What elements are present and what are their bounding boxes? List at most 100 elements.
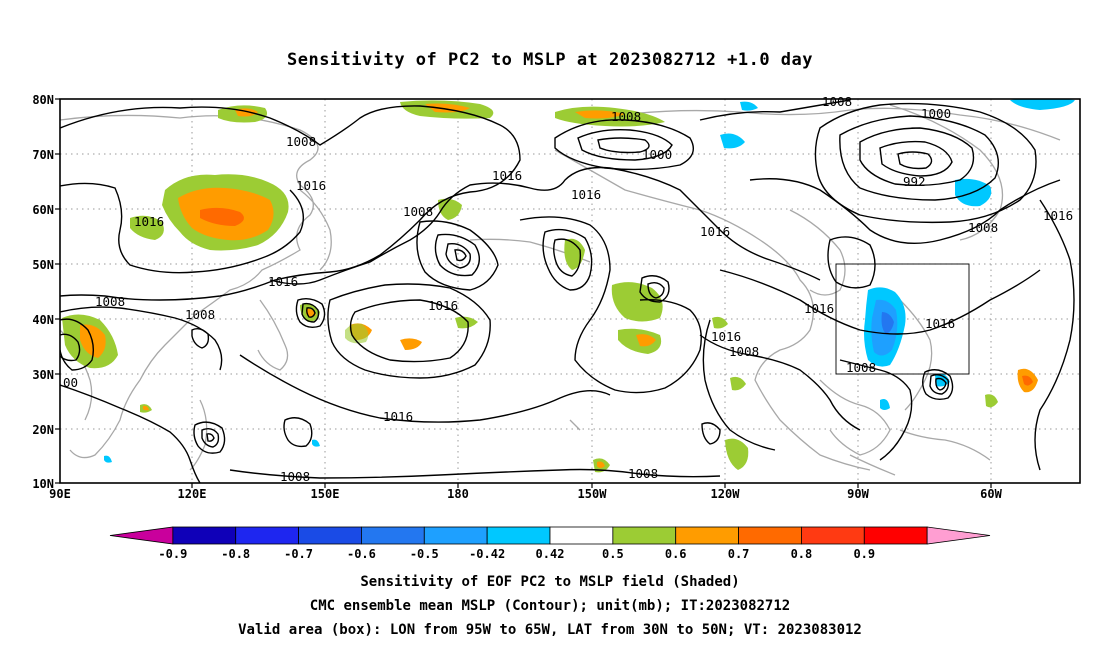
caption-line-2: CMC ensemble mean MSLP (Contour); unit(m… bbox=[309, 598, 791, 614]
contour-1016-pacific-sub bbox=[349, 299, 469, 363]
shade-east-us-blue-deep bbox=[881, 312, 894, 334]
lat-label: 50N bbox=[32, 258, 54, 272]
contour-label: 1016 bbox=[492, 168, 522, 183]
contour-label: 1008 bbox=[822, 94, 852, 109]
contour-low-greenland-5 bbox=[897, 151, 933, 170]
latitude-labels: 80N 70N 60N 50N 40N 30N 20N 10N bbox=[32, 93, 60, 491]
map-frame bbox=[59, 98, 1081, 484]
contour-1008-aleutian bbox=[416, 220, 499, 291]
contour-1008-north bbox=[60, 105, 521, 301]
contour-1000-arctic bbox=[554, 119, 694, 171]
shade-atlantic-deep bbox=[1022, 375, 1033, 386]
contour-label: 1008 bbox=[729, 344, 759, 359]
caption-line-1: Sensitivity of EOF PC2 to MSLP field (Sh… bbox=[360, 574, 740, 590]
shade-pac-green-2 bbox=[455, 316, 478, 329]
contour-1016-asia bbox=[60, 182, 304, 274]
contour-label: 1016 bbox=[296, 178, 326, 193]
contour-low-aleutian-2 bbox=[445, 243, 471, 269]
lon-label: 150E bbox=[311, 487, 340, 501]
colorbar-segment bbox=[549, 526, 614, 545]
lon-label: 120W bbox=[711, 487, 741, 501]
contour-label: 1000 bbox=[642, 147, 672, 162]
contour-1016-subtropic bbox=[239, 354, 611, 423]
contour-low-greenland-4 bbox=[879, 140, 953, 177]
contour-label: 1008 bbox=[611, 109, 641, 124]
contour-low-india-box bbox=[191, 327, 210, 349]
colorbar-segment bbox=[863, 526, 928, 545]
shade-wpac-orange bbox=[143, 405, 149, 411]
contour-label: 1008 bbox=[185, 307, 215, 322]
contour-labels: 1008 1016 1016 1008 1008 1016 1008 1000 … bbox=[63, 94, 1073, 484]
contour-1008-south bbox=[229, 468, 721, 479]
lat-label: 30N bbox=[32, 368, 54, 382]
contour-low-caribbean-3 bbox=[935, 377, 947, 391]
colorbar-segment bbox=[298, 526, 362, 545]
contour-low-midpac bbox=[639, 275, 670, 303]
colorbar-segment bbox=[423, 526, 488, 545]
contour-label: 1016 bbox=[134, 214, 164, 229]
contour-label: 1008 bbox=[403, 204, 433, 219]
svg-text:1008: 1008 bbox=[628, 466, 658, 481]
contour-label: 1016 bbox=[268, 274, 298, 289]
lon-label: 60W bbox=[980, 487, 1002, 501]
colorbar-segment bbox=[172, 526, 237, 545]
contour-1008-india-low bbox=[60, 318, 95, 371]
contour-low-greenland-2 bbox=[839, 115, 999, 201]
lat-label: 70N bbox=[32, 148, 54, 162]
contour-low-japan-2 bbox=[301, 302, 320, 323]
coast-japan bbox=[257, 299, 289, 371]
contour-label: 1008 bbox=[968, 220, 998, 235]
coast-us-east bbox=[899, 299, 933, 411]
colorbar-label: -0.8 bbox=[221, 547, 250, 561]
contour-low-wpac-b bbox=[283, 417, 313, 448]
lon-label: 180 bbox=[447, 487, 469, 501]
contour-1008-canada bbox=[749, 178, 1061, 245]
contour-1016-atlantic bbox=[1034, 199, 1075, 471]
lon-label: 90W bbox=[847, 487, 869, 501]
colorbar-label: 0.7 bbox=[728, 547, 750, 561]
shade-gulf-blue bbox=[880, 399, 890, 410]
lat-label: 20N bbox=[32, 423, 54, 437]
contour-label: 1016 bbox=[804, 301, 834, 316]
contour-label: 1008 bbox=[280, 469, 310, 484]
shade-wpac-blue bbox=[312, 439, 320, 447]
contour-low-japan-1 bbox=[295, 297, 326, 329]
coastlines bbox=[60, 104, 1061, 476]
shade-siberia-green-west bbox=[130, 215, 164, 240]
colorbar-segment bbox=[109, 526, 174, 545]
contour-1008-us-southwest bbox=[699, 334, 861, 431]
contour-label: 1016 bbox=[571, 187, 601, 202]
shade-atlantic-green bbox=[985, 394, 998, 408]
map-title: Sensitivity of PC2 to MSLP at 2023082712… bbox=[286, 50, 813, 70]
contour-label: 1016 bbox=[925, 316, 955, 331]
colorbar-label: 0.9 bbox=[853, 547, 875, 561]
colorbar-label: 0.8 bbox=[791, 547, 813, 561]
contour-1008-arctic-canada bbox=[699, 99, 851, 121]
valid-area-box bbox=[835, 263, 970, 375]
contour-1008-wpac bbox=[60, 306, 223, 371]
coast-siberia bbox=[60, 114, 319, 459]
shade-labrador-blue bbox=[1010, 99, 1075, 110]
colorbar-segment bbox=[361, 526, 425, 545]
colorbar: -0.9 -0.8 -0.7 -0.6 -0.5 -0.42 0.42 0.5 0.6 0.7 0.… bbox=[109, 526, 991, 561]
colorbar-label: -0.7 bbox=[284, 547, 313, 561]
contour-1016-us bbox=[719, 269, 1041, 335]
shade-aleutian-green bbox=[438, 198, 462, 220]
colorbar-label: 0.6 bbox=[665, 547, 687, 561]
shade-siberia-deep bbox=[200, 207, 244, 226]
contour-low-greenland-3 bbox=[859, 127, 975, 187]
contour-label: 00 bbox=[63, 375, 78, 390]
contour-label: 1008 bbox=[95, 294, 125, 309]
shade-arctic-blue bbox=[720, 133, 745, 149]
coast-caribbean bbox=[899, 429, 991, 461]
shade-mexico-green bbox=[725, 438, 749, 470]
colorbar-segment bbox=[675, 526, 739, 545]
shade-top-orange-3 bbox=[575, 110, 625, 119]
coast-kamchatka bbox=[299, 189, 332, 271]
contour-1016-east-pac bbox=[519, 216, 702, 394]
contour-1008-se-us bbox=[839, 359, 913, 461]
contour-label: 992 bbox=[903, 174, 926, 189]
coast-alaska bbox=[554, 149, 871, 471]
colorbar-segment bbox=[486, 526, 551, 545]
